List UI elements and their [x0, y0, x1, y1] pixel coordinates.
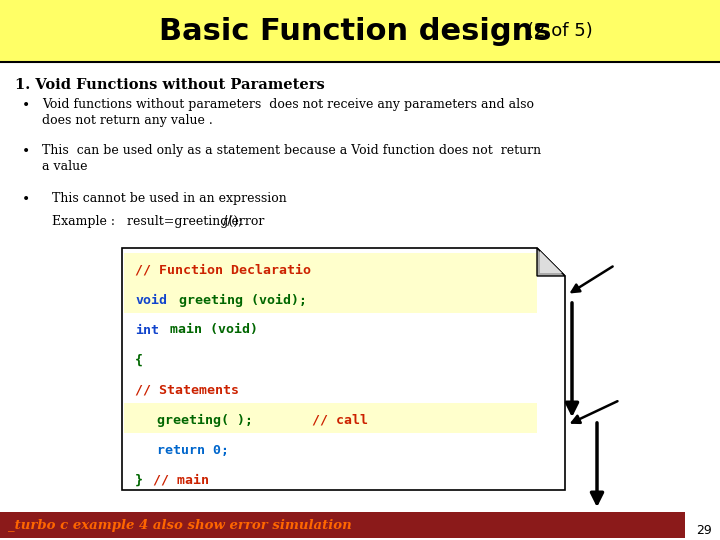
- Text: //error: //error: [207, 215, 264, 228]
- Text: // call: // call: [280, 414, 368, 427]
- Text: •: •: [22, 144, 30, 158]
- Bar: [124, 253, 537, 283]
- Text: void: void: [135, 294, 167, 307]
- Text: return 0;: return 0;: [157, 443, 229, 456]
- Text: {: {: [135, 354, 143, 367]
- Text: _turbo c example 4 also show error simulation: _turbo c example 4 also show error simul…: [8, 518, 352, 531]
- Text: Void functions without parameters  does not receive any parameters and also
does: Void functions without parameters does n…: [42, 98, 534, 127]
- Text: 1. Void Functions without Parameters: 1. Void Functions without Parameters: [15, 78, 325, 92]
- Text: Example :   result=greeting();: Example : result=greeting();: [52, 215, 243, 228]
- Bar: [124, 403, 537, 433]
- Text: (2 of 5): (2 of 5): [527, 22, 593, 40]
- Text: 29: 29: [696, 524, 712, 537]
- Text: }: }: [135, 474, 151, 487]
- Text: // Function Declaratio: // Function Declaratio: [135, 264, 311, 276]
- Text: greeting( );: greeting( );: [157, 414, 253, 427]
- Text: // main: // main: [153, 474, 209, 487]
- Text: This  can be used only as a statement because a Void function does not  return
a: This can be used only as a statement bec…: [42, 144, 541, 173]
- Text: // Statements: // Statements: [135, 383, 239, 396]
- Text: •: •: [22, 98, 30, 112]
- Text: int: int: [135, 323, 159, 336]
- Bar: [124, 283, 537, 313]
- Text: This cannot be used in an expression: This cannot be used in an expression: [52, 192, 287, 205]
- Text: greeting (void);: greeting (void);: [171, 293, 307, 307]
- Polygon shape: [537, 248, 565, 276]
- Bar: [0, 512, 685, 538]
- Bar: [0, 0, 720, 62]
- Polygon shape: [540, 251, 562, 273]
- Text: •: •: [22, 192, 30, 206]
- Text: Basic Function designs: Basic Function designs: [158, 17, 552, 45]
- Polygon shape: [122, 248, 565, 490]
- Text: main (void): main (void): [162, 323, 258, 336]
